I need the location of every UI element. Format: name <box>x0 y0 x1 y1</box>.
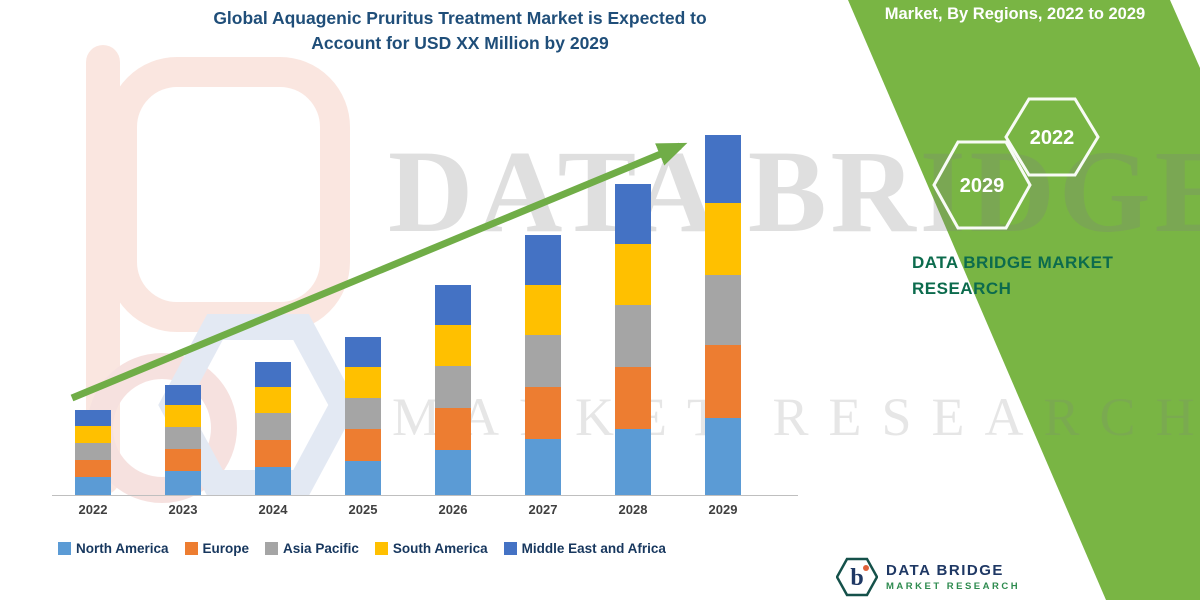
bar-segment-middle-east-and-africa <box>615 184 651 244</box>
watermark-brand-text: DATA BRIDGE <box>388 126 1200 257</box>
bar-series-group <box>75 135 741 495</box>
legend-label: North America <box>76 541 169 556</box>
x-axis-label: 2026 <box>439 502 468 517</box>
x-axis-label: 2023 <box>169 502 198 517</box>
footer-logo-text: DATA BRIDGE MARKET RESEARCH <box>886 562 1020 592</box>
bar-segment-asia-pacific <box>615 305 651 367</box>
chart-legend: North America Europe Asia Pacific South Ame… <box>58 541 666 556</box>
bar-segment-middle-east-and-africa <box>345 337 381 367</box>
bar-segment-europe <box>75 460 111 477</box>
side-brand-line1: DATA BRIDGE MARKET <box>912 253 1114 272</box>
bar-segment-south-america <box>525 285 561 335</box>
bar-segment-asia-pacific <box>345 398 381 429</box>
footer-logo-icon: b <box>836 557 878 597</box>
chart-title-line1: Global Aquagenic Pruritus Treatment Mark… <box>213 8 707 28</box>
footer-accent-dot <box>863 565 869 571</box>
side-band-heading: Market, By Regions, 2022 to 2029 <box>884 5 1146 23</box>
legend-item-middle-east-and-africa: Middle East and Africa <box>503 541 666 556</box>
bar-segment-middle-east-and-africa <box>435 285 471 325</box>
stacked-bar-chart: 2022 2023 2024 2025 2026 2027 2028 2029 <box>52 135 798 517</box>
bar-segment-north-america <box>255 467 291 495</box>
x-axis-label: 2027 <box>529 502 558 517</box>
footer-b-glyph: b <box>850 565 863 591</box>
legend-item-south-america: South America <box>374 541 488 556</box>
x-axis-label: 2022 <box>79 502 108 517</box>
bar-segment-asia-pacific <box>165 427 201 449</box>
x-axis-label: 2029 <box>709 502 738 517</box>
x-axis-label: 2025 <box>349 502 378 517</box>
trend-arrow <box>70 142 688 402</box>
bar-segment-europe <box>435 408 471 450</box>
hexagon-2022 <box>1004 97 1100 177</box>
bar-segment-europe <box>705 345 741 418</box>
legend-swatch <box>184 542 198 555</box>
bar-segment-south-america <box>75 426 111 443</box>
legend-item-europe: Europe <box>184 541 250 556</box>
x-axis-label: 2028 <box>619 502 648 517</box>
bar-segment-europe <box>255 440 291 467</box>
hexagon-year-2022: 2022 <box>1030 127 1075 149</box>
year-hexagons: 2029 2022 <box>932 97 1100 230</box>
footer-logo: b DATA BRIDGE MARKET RESEARCH <box>836 556 1020 598</box>
bar-segment-asia-pacific <box>525 335 561 387</box>
bar-segment-north-america <box>345 461 381 495</box>
bar-segment-north-america <box>525 439 561 495</box>
bar-segment-south-america <box>345 367 381 398</box>
bar-segment-middle-east-and-africa <box>525 235 561 285</box>
bar-segment-europe <box>345 429 381 461</box>
legend-item-north-america: North America <box>58 541 169 556</box>
hexagon-2029 <box>932 140 1032 230</box>
side-brand-line2: RESEARCH <box>912 279 1012 299</box>
footer-hexagon <box>836 557 878 597</box>
bar-segment-middle-east-and-africa <box>255 362 291 387</box>
bar-segment-europe <box>525 387 561 439</box>
bar-segment-south-america <box>435 325 471 366</box>
legend-item-asia-pacific: Asia Pacific <box>265 541 359 556</box>
bar-segment-north-america <box>615 429 651 495</box>
bar-segment-north-america <box>75 477 111 495</box>
bar-segment-middle-east-and-africa <box>165 385 201 405</box>
x-axis-label: 2024 <box>259 502 289 517</box>
side-brand-text: DATA BRIDGE MARKET RESEARCH <box>912 250 1113 303</box>
hexagon-year-2029: 2029 <box>960 175 1005 197</box>
legend-swatch <box>265 542 279 555</box>
bar-segment-south-america <box>255 387 291 413</box>
bar-segment-south-america <box>615 244 651 305</box>
legend-swatch <box>503 542 517 555</box>
legend-label: Europe <box>202 541 250 556</box>
legend-label: South America <box>392 541 488 556</box>
bar-segment-middle-east-and-africa <box>705 135 741 203</box>
x-axis-labels: 2022 2023 2024 2025 2026 2027 2028 2029 <box>79 502 738 517</box>
legend-swatch <box>374 542 388 555</box>
bar-segment-asia-pacific <box>255 413 291 440</box>
legend-label: Asia Pacific <box>283 541 359 556</box>
bar-segment-asia-pacific <box>75 443 111 460</box>
bar-segment-north-america <box>705 418 741 495</box>
bar-segment-north-america <box>435 450 471 495</box>
bar-segment-south-america <box>165 405 201 427</box>
legend-swatch <box>58 542 71 555</box>
footer-logo-sub: MARKET RESEARCH <box>886 581 1021 592</box>
bar-segment-asia-pacific <box>705 275 741 345</box>
bar-segment-asia-pacific <box>435 366 471 408</box>
bar-segment-europe <box>615 367 651 429</box>
chart-title-line2: Account for USD XX Million by 2029 <box>311 33 609 54</box>
chart-title: Global Aquagenic Pruritus Treatment Mark… <box>120 6 800 57</box>
bar-segment-middle-east-and-africa <box>75 410 111 426</box>
bar-segment-south-america <box>705 203 741 275</box>
footer-logo-name: DATA BRIDGE <box>886 562 1004 579</box>
legend-label: Middle East and Africa <box>521 541 666 556</box>
bar-segment-north-america <box>165 471 201 495</box>
bar-segment-europe <box>165 449 201 471</box>
